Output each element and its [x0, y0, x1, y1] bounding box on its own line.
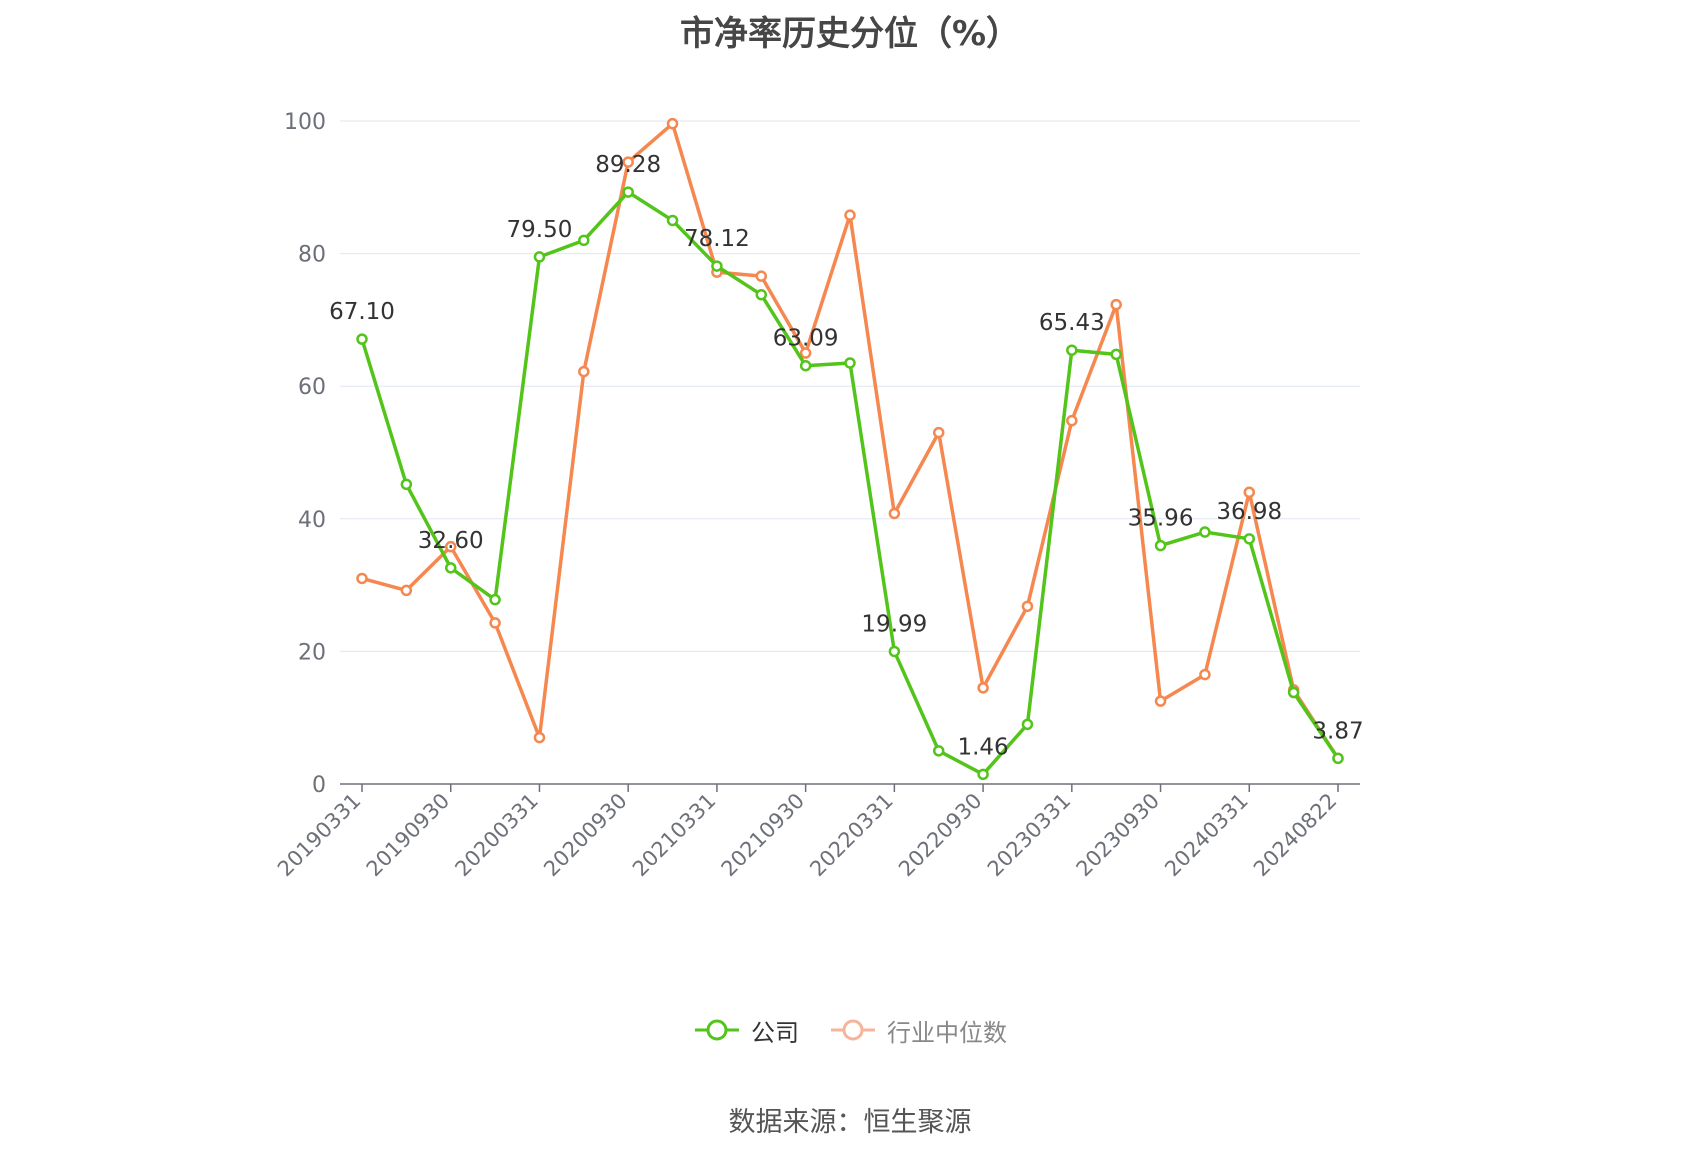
data-point-company [1066, 344, 1078, 356]
data-label: 36.98 [1216, 499, 1282, 525]
data-point-industry [1110, 298, 1122, 311]
data-point-company [444, 562, 457, 574]
x-tick-label: 20200930 [539, 789, 632, 882]
y-axis-ticks: 0 20 40 60 80 100 [284, 110, 326, 798]
x-tick-label: 20240822 [1249, 789, 1342, 882]
data-point-industry [1243, 486, 1256, 499]
data-label: 78.12 [684, 226, 750, 252]
series-line-company [360, 190, 1340, 777]
data-source: 数据来源：恒生聚源 [728, 1107, 972, 1138]
data-point-company [844, 357, 856, 369]
data-point-industry [755, 270, 768, 282]
y-tick-label: 0 [312, 773, 326, 798]
data-label: 67.10 [329, 299, 395, 325]
data-point-industry [932, 426, 945, 439]
data-point-industry [400, 584, 413, 597]
data-label: 63.09 [773, 326, 839, 352]
legend-industry-marker-icon [831, 1019, 875, 1041]
data-point-company [400, 478, 413, 491]
data-point-industry [622, 156, 634, 168]
data-point-company [356, 333, 368, 345]
x-tick-label: 20230331 [983, 789, 1076, 882]
y-tick-label: 40 [298, 508, 326, 533]
data-point-industry [844, 209, 856, 221]
legend-label-industry: 行业中位数 [887, 1018, 1007, 1047]
data-point-industry [578, 365, 590, 378]
data-point-industry [888, 507, 901, 520]
data-point-industry [444, 540, 457, 553]
x-tick-label: 20190930 [362, 789, 455, 882]
y-tick-label: 100 [284, 110, 326, 135]
data-point-company [1332, 752, 1344, 765]
data-point-industry [1154, 695, 1167, 707]
data-point-company [977, 768, 989, 781]
data-point-company [1243, 533, 1256, 545]
x-axis: 2019033120190930202003312020093020210331… [273, 783, 1360, 882]
data-point-company [711, 260, 723, 272]
data-point-industry [1066, 414, 1078, 427]
data-point-company [1021, 718, 1034, 731]
data-point-industry [1021, 600, 1034, 613]
data-label: 19.99 [861, 611, 927, 637]
data-point-company [1199, 526, 1211, 538]
series-group [356, 117, 1344, 781]
x-tick-label: 20240331 [1160, 789, 1253, 882]
data-label: 79.50 [507, 217, 573, 243]
legend-label-company: 公司 [751, 1018, 799, 1047]
y-tick-label: 60 [298, 375, 326, 400]
data-point-company [533, 251, 546, 263]
data-labels: 67.10 32.60 79.50 89.28 78.12 63.09 19.99 1.46 6… [329, 152, 1364, 760]
data-point-company [1287, 686, 1300, 699]
data-point-company [1110, 348, 1122, 361]
x-tick-label: 20200331 [450, 789, 543, 882]
data-label: 65.43 [1039, 310, 1105, 336]
data-point-company [622, 186, 634, 198]
data-label: 3.87 [1312, 718, 1363, 744]
x-tick-label: 20230930 [1072, 789, 1165, 882]
data-point-company [932, 745, 945, 757]
data-point-industry [977, 682, 989, 694]
data-point-company [489, 593, 501, 606]
legend-company-marker-icon [695, 1019, 739, 1041]
data-point-industry [533, 731, 546, 744]
legend: 公司 行业中位数 [0, 1010, 1700, 1050]
data-point-industry [1199, 668, 1211, 681]
data-point-industry [666, 117, 679, 130]
data-point-company [755, 288, 768, 301]
data-point-industry [356, 572, 368, 585]
y-tick-label: 20 [298, 640, 326, 665]
data-point-company [1154, 539, 1167, 552]
x-tick-label: 20220331 [805, 789, 898, 882]
data-point-company [799, 359, 812, 372]
data-label: 32.60 [418, 528, 484, 554]
grid-lines [340, 120, 1360, 652]
y-tick-label: 80 [298, 243, 326, 268]
legend-item-company[interactable]: 公司 [693, 1013, 799, 1048]
data-label: 35.96 [1128, 506, 1194, 532]
data-point-industry [489, 617, 501, 629]
data-label: 89.28 [595, 152, 661, 178]
x-tick-label: 20210331 [628, 789, 721, 882]
data-point-company [888, 645, 901, 658]
data-point-company [666, 214, 679, 227]
data-label: 1.46 [957, 734, 1008, 760]
data-point-company [578, 234, 590, 247]
x-tick-label: 20220930 [894, 789, 987, 882]
data-point-industry [799, 347, 812, 359]
chart-title: 市净率历史分位（%） [679, 14, 1021, 54]
x-tick-label: 20190331 [273, 789, 366, 882]
x-tick-label: 20210930 [717, 789, 810, 882]
legend-item-industry[interactable]: 行业中位数 [829, 1013, 1007, 1048]
